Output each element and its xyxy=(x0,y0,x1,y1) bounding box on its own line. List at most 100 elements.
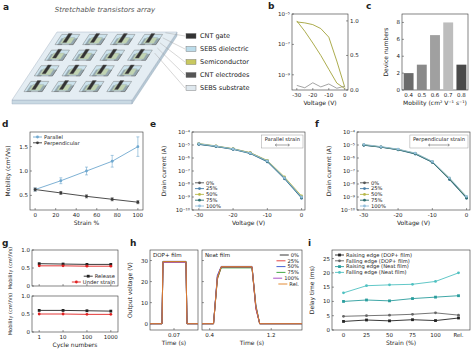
subplot-title: Neat film xyxy=(205,252,230,258)
panel-letter: e xyxy=(150,119,156,129)
y-tick-label: 10⁻⁹ xyxy=(343,194,355,200)
y-tick-label: 0 xyxy=(397,87,401,93)
y-tick xyxy=(292,44,294,45)
error-bar xyxy=(85,195,88,198)
marker-circle xyxy=(215,145,218,148)
x-tick-label: 0 xyxy=(465,212,469,218)
marker-circle xyxy=(431,161,434,164)
legend-text: Under strain xyxy=(83,279,115,285)
device-dielectric xyxy=(52,81,77,91)
device-gate xyxy=(87,81,96,90)
y-tick-label: 15 xyxy=(323,284,330,290)
series-line xyxy=(344,273,459,293)
y-tick-label: 10⁻⁷ xyxy=(278,41,290,47)
layer-swatch xyxy=(186,73,196,78)
x-tick xyxy=(209,328,210,330)
marker-circle xyxy=(197,142,200,145)
y-tick xyxy=(357,197,359,198)
annotation: Perpendicular strain xyxy=(413,136,465,143)
x-tick-label: 10 xyxy=(60,334,67,340)
legend-line xyxy=(276,272,285,273)
series-line xyxy=(364,145,467,198)
marker-circle xyxy=(34,188,37,191)
diagram-title: Stretchable transistors array xyxy=(55,6,156,14)
marker-circle xyxy=(362,143,365,146)
y-tick-label: 2 xyxy=(397,70,401,76)
legend-text: 100% xyxy=(206,203,221,209)
panel-letter: a xyxy=(3,2,9,12)
x-tick-label: -30 xyxy=(359,212,368,218)
marker-circle xyxy=(136,201,139,204)
series-line xyxy=(364,145,467,198)
legend-line xyxy=(360,206,369,207)
subplot-title: DOP+ film xyxy=(153,252,182,258)
marker-square xyxy=(338,254,341,257)
plot-frame xyxy=(357,132,470,210)
series-line xyxy=(344,318,459,321)
y-tick xyxy=(192,197,194,198)
y-tick-label: 10⁻⁹ xyxy=(278,72,290,78)
legend: 0%25%50%75%100% xyxy=(360,180,386,209)
annotation-box xyxy=(410,135,468,148)
bar xyxy=(443,22,453,90)
marker-circle xyxy=(197,143,200,146)
leader-line xyxy=(157,48,185,75)
y-tick-label: 0 xyxy=(145,321,149,327)
device-dielectric xyxy=(90,66,115,76)
marker-circle xyxy=(85,170,88,173)
marker-square xyxy=(38,309,41,312)
plot-frame xyxy=(202,250,302,330)
x-tick xyxy=(363,208,364,210)
marker-circle xyxy=(198,193,201,196)
series-line xyxy=(202,267,302,324)
y-tick-label: 10⁻⁵ xyxy=(178,142,190,148)
marker-circle xyxy=(397,148,400,151)
plot-frame xyxy=(32,250,118,286)
x-tick xyxy=(198,208,199,210)
marker-circle xyxy=(249,152,252,155)
marker-circle xyxy=(397,148,400,151)
device-gate xyxy=(97,65,107,74)
y-tick xyxy=(357,184,359,185)
page: {"diagram":{"panel":"a","title":"Stretch… xyxy=(0,0,474,358)
x-tick-label: 0 xyxy=(343,92,347,98)
y-tick xyxy=(150,302,152,303)
marker-circle xyxy=(283,176,286,179)
y-tick-label: 0.5 xyxy=(19,192,28,198)
marker-circle xyxy=(414,152,417,155)
y-tick-label: 10⁻⁵ xyxy=(278,11,290,17)
series-line xyxy=(199,144,302,198)
marker-circle xyxy=(62,264,65,267)
y2-tick xyxy=(346,20,348,21)
marker-circle xyxy=(232,148,235,151)
x-tick xyxy=(271,328,272,330)
legend: 0%25%50%75%100%Rel. xyxy=(273,252,299,287)
leader-line xyxy=(155,53,185,88)
y-tick xyxy=(192,184,194,185)
marker-circle xyxy=(34,188,37,191)
y-tick-label: 10 xyxy=(141,300,148,306)
layer-swatch xyxy=(186,86,196,91)
y-tick-label: 30 xyxy=(141,258,148,264)
marker-circle xyxy=(388,283,391,286)
y-tick-label: 10⁻⁷ xyxy=(178,168,190,174)
legend-line xyxy=(276,260,285,261)
y-axis-label: Mobility (cm²/Vs) xyxy=(4,146,12,197)
y-tick xyxy=(402,39,404,40)
legend-line xyxy=(360,194,369,195)
legend-line xyxy=(335,255,344,256)
y-tick-label: 0 xyxy=(27,283,31,289)
y2-tick xyxy=(346,90,348,91)
marker-square xyxy=(342,320,345,323)
legend: ReleaseUnder strain xyxy=(72,273,115,285)
legend-line xyxy=(335,272,344,273)
y-tick xyxy=(332,330,334,331)
device-dielectric xyxy=(34,66,59,76)
y-tick xyxy=(357,158,359,159)
series-line xyxy=(344,296,459,302)
chart-1: 0.40.50.60.70.802468Mobility (cm² V⁻¹ s⁻… xyxy=(366,1,468,107)
x-tick-label: 40 xyxy=(73,212,80,218)
y-axis-label: Device numbers xyxy=(382,28,389,77)
x-tick-label: 0.4 xyxy=(205,332,214,338)
marker-circle xyxy=(266,159,269,162)
